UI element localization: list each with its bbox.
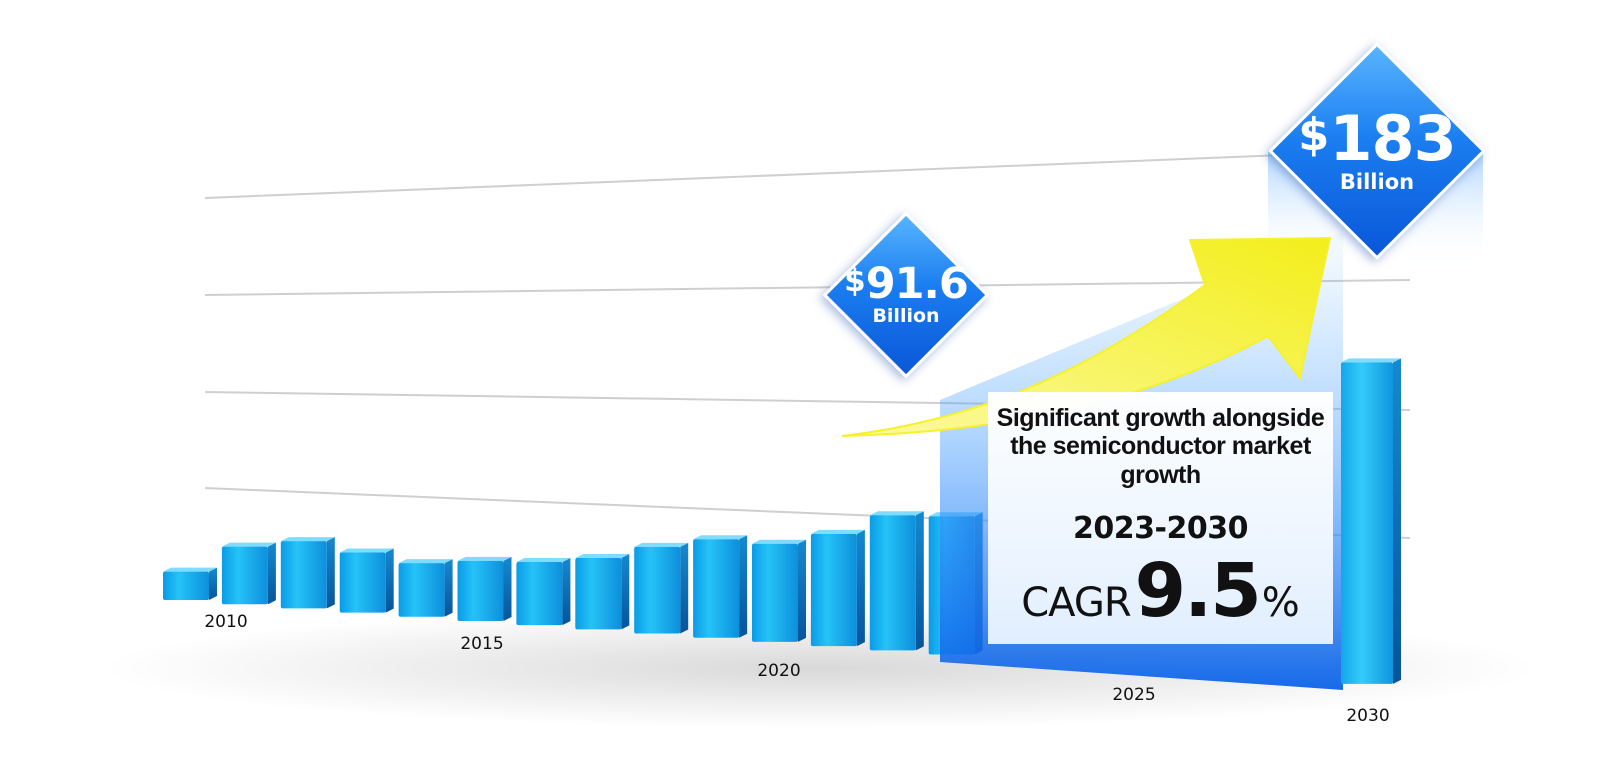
bar-front	[457, 560, 504, 621]
bar-2019	[693, 535, 748, 638]
bar-front	[221, 546, 268, 605]
bar-2014	[398, 559, 453, 617]
bar-top	[516, 558, 571, 563]
cagr-line: CAGR9.5%	[988, 548, 1333, 634]
bar-top	[869, 511, 924, 516]
bar-2021	[810, 529, 865, 647]
bar-side	[1393, 358, 1401, 684]
bar-2013	[339, 548, 394, 613]
bar-2010	[163, 567, 217, 600]
bar-front	[634, 546, 681, 634]
x-tick-label: 2015	[460, 634, 504, 654]
bar-2030	[1341, 358, 1401, 684]
value-amount: 183	[1329, 101, 1456, 175]
callout-period: 2023-2030	[1073, 510, 1248, 546]
bar-front	[810, 533, 857, 647]
value-amount: 91.6	[865, 258, 969, 309]
bar-top	[221, 542, 276, 547]
bar-top	[693, 535, 748, 540]
bar-front	[869, 515, 916, 651]
bar-2016	[516, 558, 571, 626]
bar-front	[575, 557, 622, 630]
cagr-unit: %	[1261, 579, 1300, 626]
bar-2020	[752, 539, 806, 642]
cagr-label: CAGR	[1021, 579, 1131, 626]
value-badge-2023: $91.6 Billion	[822, 210, 990, 380]
bar-side	[503, 556, 512, 621]
bar-side	[798, 539, 806, 642]
bar-2022	[869, 511, 924, 651]
bar-top	[339, 548, 394, 553]
x-tick-label: 2025	[1112, 685, 1156, 705]
bar-2017	[575, 553, 630, 630]
bar-side	[621, 553, 630, 630]
x-tick-label: 2030	[1346, 706, 1390, 726]
bar-2012	[280, 537, 335, 609]
bar-2015	[457, 556, 512, 621]
bar-front	[1341, 362, 1393, 684]
bar-2018	[634, 542, 689, 634]
bar-side	[444, 559, 453, 617]
bar-side	[856, 529, 865, 647]
bar-side	[267, 542, 276, 605]
callout-description: Significant growth alongside the semicon…	[996, 404, 1325, 489]
bar-top	[752, 539, 806, 544]
cagr-callout: Significant growth alongside the semicon…	[988, 392, 1333, 644]
value-unit: Billion	[1339, 169, 1415, 194]
x-tick-label: 2020	[757, 661, 801, 681]
value-badge-2030: $183 Billion	[1268, 42, 1486, 260]
bar-front	[516, 562, 563, 626]
value-unit: Billion	[872, 304, 940, 327]
bar-2011	[221, 542, 276, 605]
bar-side	[385, 548, 394, 613]
bar-top	[163, 567, 217, 572]
bar-top	[280, 537, 335, 542]
bar-top	[1341, 358, 1401, 363]
bar-top	[457, 556, 512, 561]
bar-side	[562, 558, 571, 626]
bar-top	[810, 529, 865, 534]
bar-front	[752, 543, 798, 642]
x-tick-label: 2010	[204, 612, 248, 632]
bar-front	[693, 539, 740, 638]
grid-line	[204, 149, 1411, 199]
bar-side	[209, 567, 217, 600]
bar-top	[398, 559, 453, 564]
bar-side	[739, 535, 748, 638]
bar-front	[339, 552, 386, 613]
bar-top	[575, 553, 630, 558]
currency-symbol: $	[1298, 109, 1329, 162]
bar-side	[326, 537, 335, 609]
bar-2030	[1341, 358, 1401, 684]
bar-front	[280, 541, 327, 609]
bar-side	[915, 511, 924, 651]
bar-front	[398, 563, 445, 617]
bar-top	[634, 542, 689, 547]
bar-side	[680, 542, 689, 634]
bar-front	[163, 571, 209, 600]
currency-symbol: $	[844, 262, 866, 299]
cagr-value: 9.5	[1134, 547, 1262, 634]
